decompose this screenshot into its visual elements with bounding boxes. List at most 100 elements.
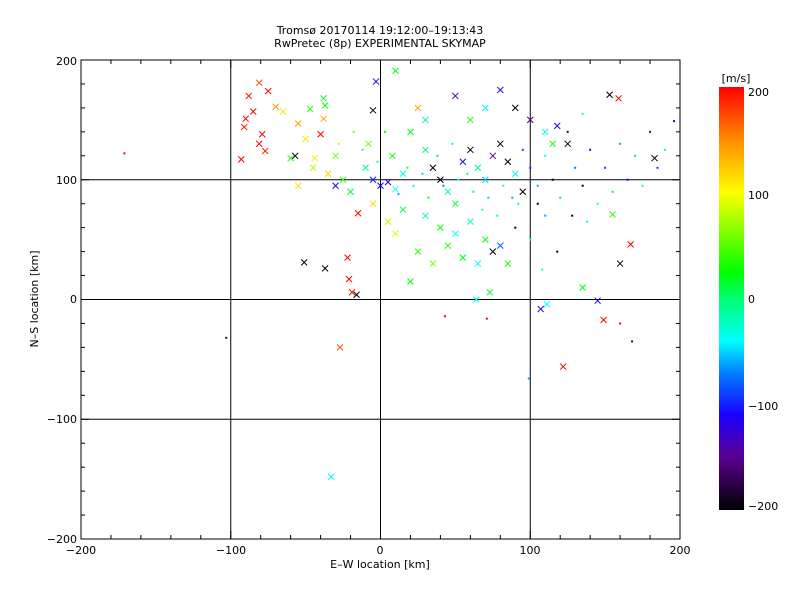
- data-point-cross: [392, 67, 399, 75]
- cross-stroke: [466, 218, 474, 226]
- cross-stroke: [606, 91, 613, 99]
- data-point-cross: [559, 363, 567, 370]
- cross-stroke: [362, 164, 369, 172]
- data-point-dot: [337, 142, 340, 145]
- data-point-cross: [332, 182, 339, 190]
- data-point-cross: [549, 140, 557, 148]
- data-point-cross: [429, 260, 437, 267]
- cross-stroke: [481, 176, 489, 184]
- data-point-cross: [344, 254, 351, 261]
- data-point-dot: [604, 166, 607, 169]
- cross-stroke: [384, 178, 392, 186]
- axis-ticks: [80, 59, 681, 540]
- cross-stroke: [481, 236, 489, 243]
- data-point-cross: [452, 230, 459, 237]
- cross-stroke: [347, 188, 354, 196]
- data-point-cross: [486, 288, 494, 296]
- data-point-cross: [496, 242, 504, 249]
- data-point-cross: [302, 135, 309, 143]
- data-point-cross: [339, 176, 347, 184]
- data-point-cross: [327, 473, 335, 481]
- data-point-cross: [466, 116, 474, 124]
- data-point-cross: [320, 94, 327, 102]
- data-point-dot: [436, 154, 439, 157]
- colorbar-tick-label: 100: [748, 189, 769, 202]
- data-point-dot: [412, 184, 415, 187]
- cross-stroke: [336, 344, 344, 351]
- data-point-cross: [242, 115, 250, 123]
- data-point-cross: [272, 103, 280, 111]
- cross-stroke: [294, 120, 302, 127]
- x-tick-label: −100: [216, 544, 246, 557]
- cross-stroke: [486, 288, 494, 296]
- data-point-cross: [474, 164, 482, 172]
- data-point-cross: [496, 86, 504, 94]
- data-point-dot: [631, 340, 634, 343]
- data-point-cross: [541, 128, 549, 136]
- data-point-cross: [392, 230, 399, 237]
- cross-stroke: [240, 123, 248, 131]
- data-point-cross: [287, 154, 295, 162]
- cross-stroke: [407, 278, 414, 285]
- cross-stroke: [496, 242, 504, 249]
- cross-stroke: [320, 94, 327, 102]
- data-point-dot: [619, 322, 622, 325]
- x-tick-label: 200: [670, 544, 691, 557]
- data-point-dot: [421, 172, 424, 175]
- data-point-cross: [365, 140, 372, 148]
- cross-stroke: [255, 79, 263, 87]
- data-point-dot: [397, 193, 400, 196]
- cross-stroke: [369, 176, 377, 184]
- x-tick-labels: −200 −100 0 100 200: [66, 544, 691, 557]
- data-point-cross: [240, 123, 248, 131]
- data-point-dot: [442, 184, 445, 187]
- data-point-cross: [444, 188, 452, 196]
- data-point-dot: [611, 190, 614, 193]
- cross-stroke: [392, 230, 399, 237]
- data-point-dot: [581, 184, 584, 187]
- data-point-cross: [616, 260, 624, 267]
- x-tick-label: 0: [377, 544, 384, 557]
- data-point-cross: [306, 105, 314, 113]
- cross-stroke: [377, 182, 384, 190]
- data-point-cross: [537, 305, 545, 313]
- colorbar-tick-label: −100: [748, 400, 778, 413]
- data-point-cross: [309, 164, 317, 172]
- data-point-dot: [529, 238, 532, 241]
- cross-stroke: [429, 164, 437, 172]
- cross-stroke: [459, 158, 467, 166]
- cross-stroke: [504, 158, 512, 166]
- data-point-cross: [526, 116, 534, 124]
- data-point-cross: [481, 104, 489, 112]
- cross-stroke: [543, 300, 551, 308]
- cross-stroke: [466, 116, 474, 124]
- cross-stroke: [242, 115, 250, 123]
- data-point-dot: [566, 130, 569, 133]
- data-point-dot: [544, 154, 547, 157]
- data-point-cross: [384, 178, 392, 186]
- data-point-dot: [123, 152, 126, 155]
- data-point-cross: [437, 176, 444, 184]
- cross-stroke: [414, 248, 422, 255]
- cross-stroke: [369, 106, 377, 114]
- data-point-dot: [466, 172, 469, 175]
- cross-stroke: [472, 296, 480, 303]
- cross-stroke: [249, 108, 257, 115]
- data-point-cross: [255, 79, 263, 87]
- cross-stroke: [489, 248, 497, 255]
- cross-stroke: [302, 135, 309, 143]
- colorbar-tick-label: −200: [748, 500, 778, 513]
- data-point-cross: [466, 146, 474, 154]
- cross-stroke: [399, 206, 407, 214]
- data-point-cross: [324, 170, 332, 178]
- y-tick-label: 100: [56, 174, 77, 187]
- data-point-cross: [452, 92, 459, 100]
- cross-stroke: [474, 260, 482, 267]
- cross-stroke: [344, 254, 351, 261]
- cross-stroke: [332, 182, 339, 190]
- cross-stroke: [627, 241, 634, 248]
- data-point-dot: [641, 184, 644, 187]
- data-point-cross: [474, 260, 482, 267]
- cross-stroke: [452, 92, 459, 100]
- cross-stroke: [258, 130, 266, 138]
